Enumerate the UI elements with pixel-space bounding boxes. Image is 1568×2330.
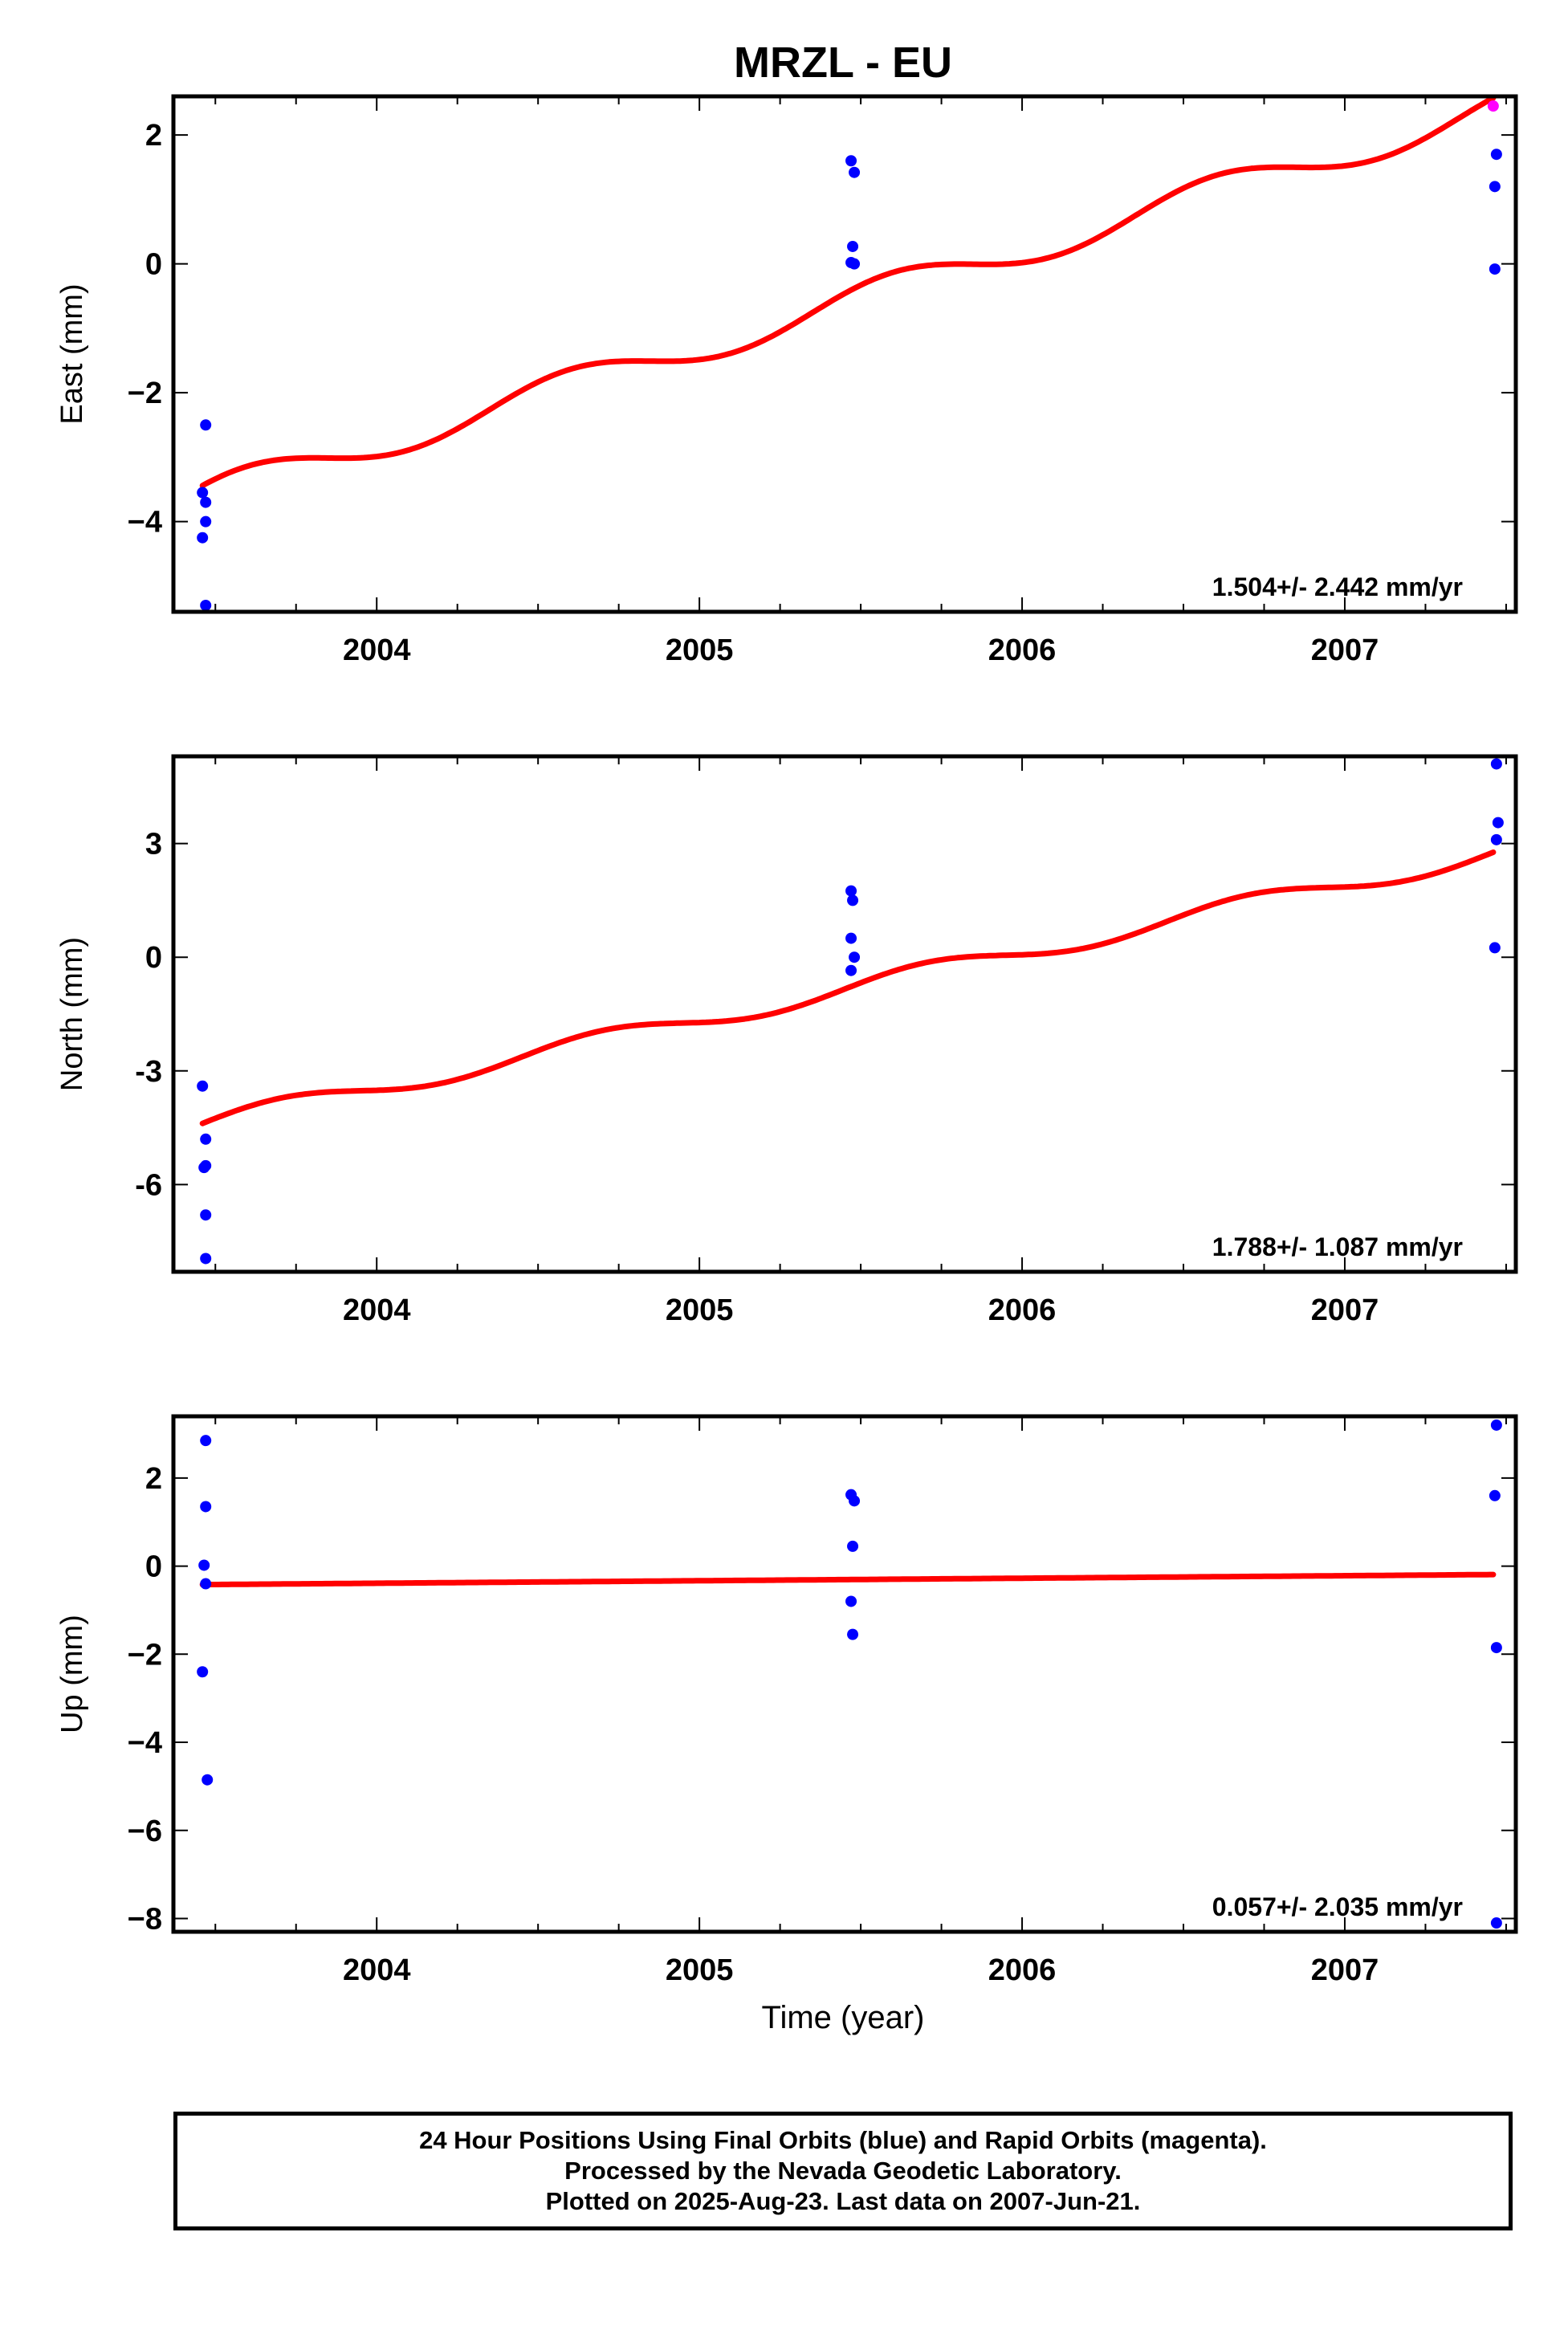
data-point bbox=[200, 1209, 212, 1221]
x-axis-label: Time (year) bbox=[762, 2000, 925, 2035]
up-series-final-orbits bbox=[197, 1419, 1502, 1929]
chart-title: MRZL - EU bbox=[734, 39, 952, 87]
data-point bbox=[1490, 833, 1502, 845]
up-y-axis-label: Up (mm) bbox=[55, 1615, 89, 1733]
east-series-final-orbits bbox=[197, 149, 1502, 611]
data-point bbox=[197, 487, 209, 499]
up-x-tick-label: 2004 bbox=[343, 1953, 411, 1987]
data-point bbox=[200, 599, 212, 611]
data-point bbox=[845, 885, 857, 897]
data-point bbox=[847, 1628, 859, 1640]
data-point bbox=[200, 1501, 212, 1513]
north-x-tick-label: 2005 bbox=[666, 1293, 734, 1327]
data-point bbox=[1487, 100, 1499, 112]
up-y-tick-label: −6 bbox=[128, 1815, 162, 1848]
north-y-tick-label: 0 bbox=[145, 941, 162, 975]
data-point bbox=[845, 964, 857, 976]
data-point bbox=[198, 1559, 210, 1571]
east-series-rapid-orbits bbox=[1487, 100, 1499, 112]
up-x-tick-label: 2005 bbox=[666, 1953, 734, 1987]
data-point bbox=[1490, 758, 1502, 770]
data-point bbox=[847, 894, 859, 906]
up-y-tick-label: −8 bbox=[128, 1903, 162, 1937]
up-x-tick-label: 2007 bbox=[1311, 1953, 1379, 1987]
up-x-tick-label: 2006 bbox=[988, 1953, 1057, 1987]
east-ticks bbox=[173, 96, 1516, 612]
north-y-tick-label: -6 bbox=[135, 1168, 162, 1202]
up-ticks bbox=[173, 1416, 1516, 1932]
data-point bbox=[1490, 1642, 1502, 1654]
data-point bbox=[200, 515, 212, 528]
data-point bbox=[849, 1495, 861, 1507]
data-point bbox=[1490, 1419, 1502, 1431]
footer-line-3: Plotted on 2025-Aug-23. Last data on 200… bbox=[545, 2187, 1141, 2215]
data-point bbox=[847, 1540, 859, 1552]
north-y-tick-label: 3 bbox=[145, 828, 162, 862]
footer-line-1: 24 Hour Positions Using Final Orbits (bl… bbox=[419, 2126, 1267, 2154]
north-y-axis-label: North (mm) bbox=[55, 937, 89, 1091]
east-y-axis-label: East (mm) bbox=[55, 283, 89, 424]
up-plot-frame bbox=[171, 1414, 1518, 1934]
east-y-tick-label: 2 bbox=[145, 119, 162, 153]
data-point bbox=[1490, 1917, 1502, 1929]
footer-line-2: Processed by the Nevada Geodetic Laborat… bbox=[564, 2157, 1122, 2185]
panel-up: 2004 2005 2006 2007 2 0 −2 −4 −6 −8 Up (mm) 0.057+/… bbox=[55, 1414, 1518, 1987]
data-point bbox=[197, 1080, 209, 1092]
data-point bbox=[845, 155, 857, 167]
north-plot-frame bbox=[171, 754, 1518, 1274]
data-point bbox=[849, 166, 861, 178]
data-point bbox=[197, 1666, 209, 1678]
north-ticks bbox=[173, 756, 1516, 1272]
data-point bbox=[849, 951, 861, 963]
north-x-tick-label: 2007 bbox=[1311, 1293, 1379, 1327]
data-point bbox=[845, 932, 857, 944]
east-y-tick-label: −2 bbox=[128, 377, 162, 410]
north-rate-label: 1.788+/- 1.087 mm/yr bbox=[1212, 1232, 1463, 1261]
east-y-tick-label: 0 bbox=[145, 248, 162, 282]
data-point bbox=[1489, 942, 1501, 954]
up-rate-label: 0.057+/- 2.035 mm/yr bbox=[1212, 1892, 1463, 1921]
up-y-tick-label: 2 bbox=[145, 1462, 162, 1496]
north-y-tick-label: -3 bbox=[135, 1055, 162, 1089]
up-y-tick-label: 0 bbox=[145, 1550, 162, 1584]
data-point bbox=[200, 1435, 212, 1447]
north-fit-line bbox=[199, 849, 1497, 1126]
up-y-tick-label: −4 bbox=[128, 1726, 162, 1760]
data-point bbox=[1489, 263, 1501, 275]
north-series-final-orbits bbox=[197, 758, 1504, 1265]
data-point bbox=[197, 532, 209, 544]
data-point bbox=[200, 1578, 212, 1590]
up-y-tick-label: −2 bbox=[128, 1638, 162, 1672]
panels: 2004 2005 2006 2007 2 0 −2 −4 East (mm) 1.504+/- … bbox=[55, 94, 1518, 1987]
data-point bbox=[200, 419, 212, 431]
data-point bbox=[1489, 1489, 1501, 1501]
east-plot-frame bbox=[171, 94, 1518, 614]
east-x-tick-label: 2007 bbox=[1311, 633, 1379, 667]
data-point bbox=[200, 1253, 212, 1265]
panel-east: 2004 2005 2006 2007 2 0 −2 −4 East (mm) 1.504+/- … bbox=[55, 94, 1518, 667]
panel-north: 2004 2005 2006 2007 3 0 -3 -6 North (mm) 1.788+/-… bbox=[55, 754, 1518, 1327]
data-point bbox=[1490, 149, 1502, 161]
east-x-tick-label: 2004 bbox=[343, 633, 411, 667]
up-fit-line bbox=[199, 1571, 1497, 1588]
north-x-tick-label: 2004 bbox=[343, 1293, 411, 1327]
east-rate-label: 1.504+/- 2.442 mm/yr bbox=[1212, 572, 1463, 601]
north-x-tick-label: 2006 bbox=[988, 1293, 1057, 1327]
data-point bbox=[200, 1133, 212, 1145]
east-fit-line bbox=[199, 95, 1497, 489]
east-x-tick-label: 2006 bbox=[988, 633, 1057, 667]
data-point bbox=[200, 496, 212, 508]
data-point bbox=[849, 258, 861, 270]
data-point bbox=[1492, 817, 1504, 829]
data-point bbox=[202, 1774, 214, 1786]
footer-note: 24 Hour Positions Using Final Orbits (bl… bbox=[173, 2112, 1513, 2230]
data-point bbox=[847, 240, 859, 252]
data-point bbox=[845, 1595, 857, 1607]
east-x-tick-label: 2005 bbox=[666, 633, 734, 667]
data-point bbox=[198, 1162, 210, 1174]
data-point bbox=[1489, 181, 1501, 193]
east-y-tick-label: −4 bbox=[128, 506, 162, 540]
